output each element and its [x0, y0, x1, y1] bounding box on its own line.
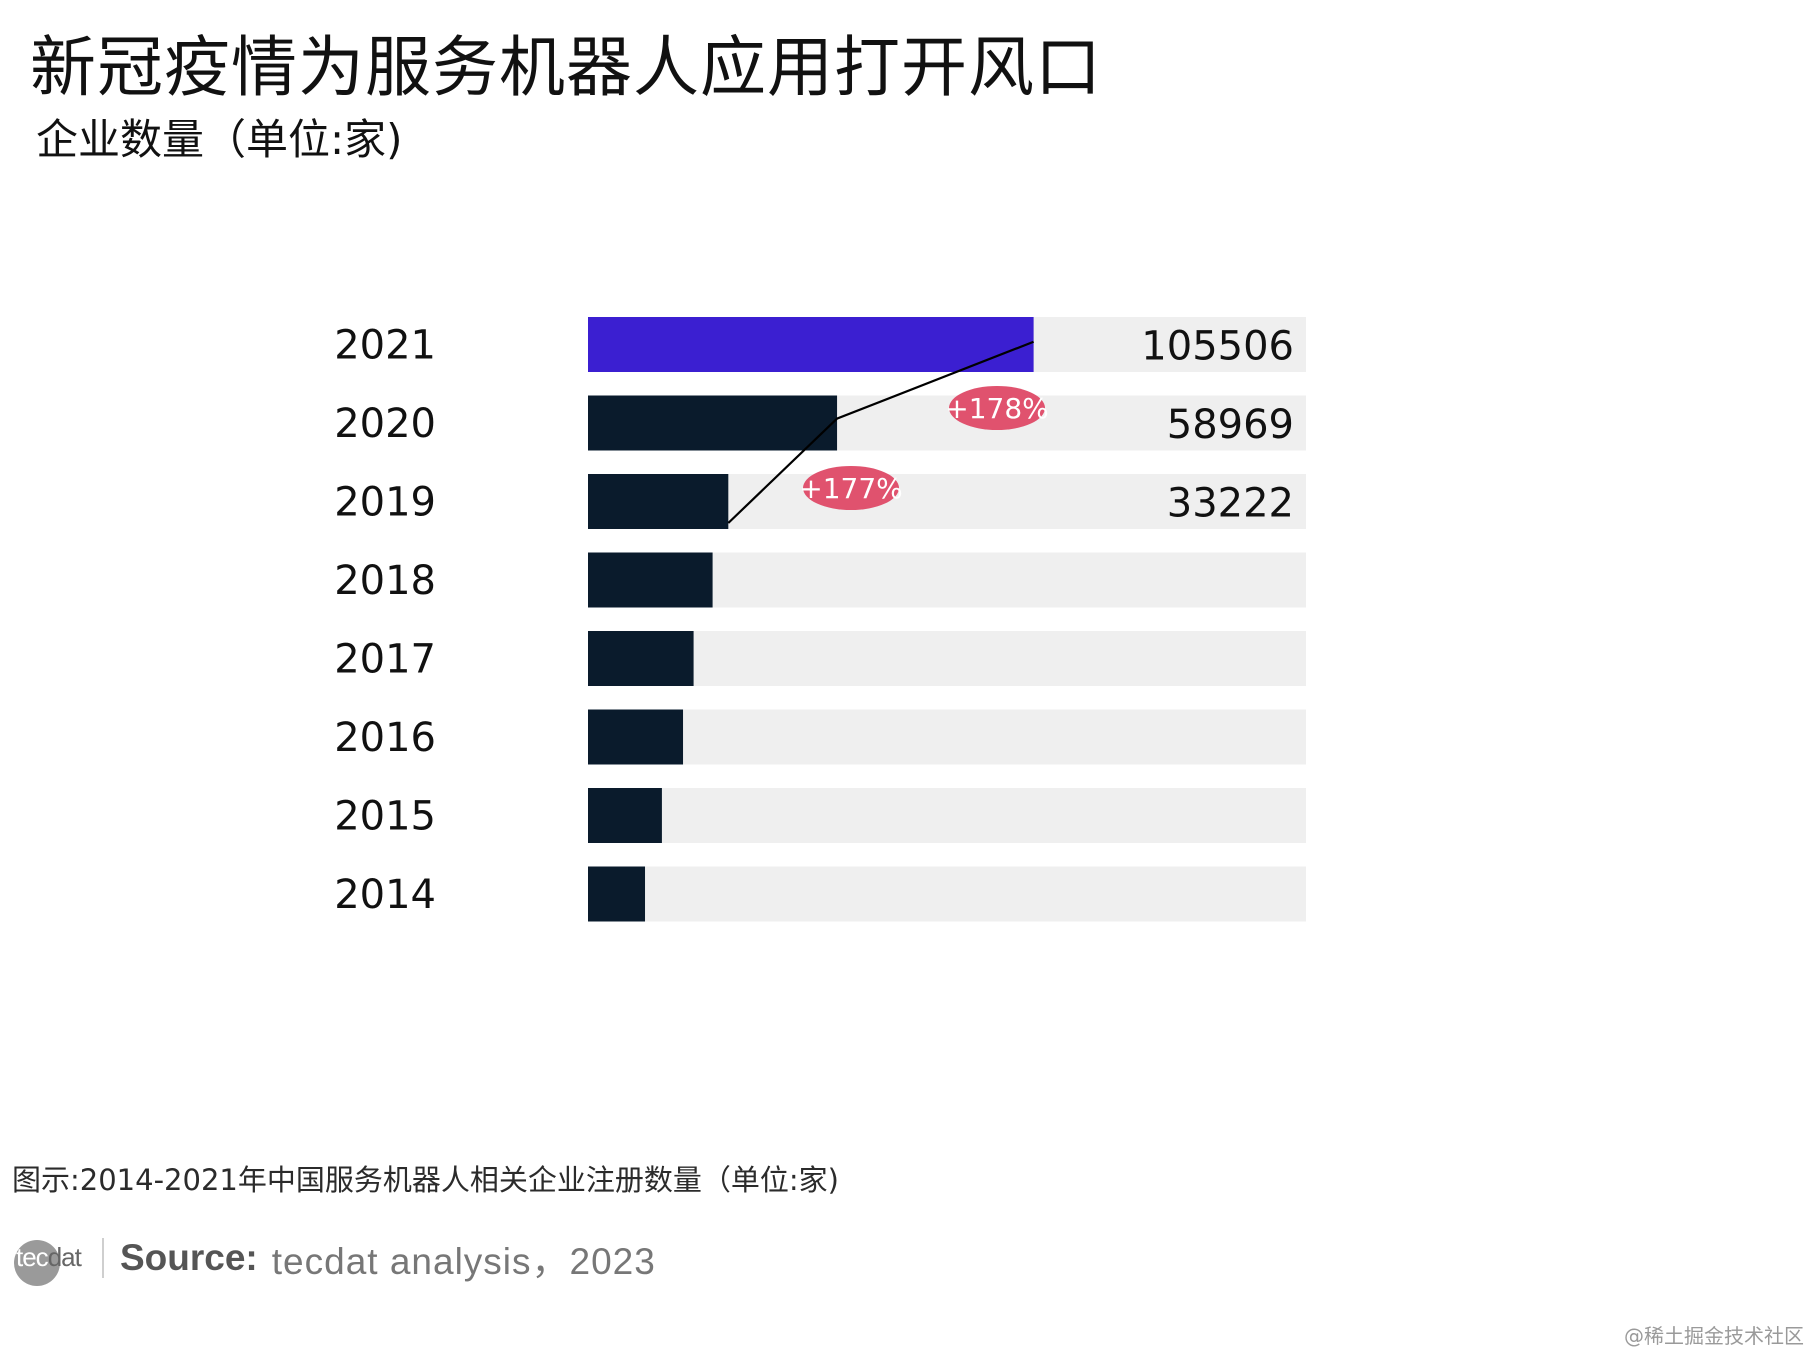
growth-badge-2021 [949, 386, 1045, 430]
category-label-2014: 2014 [334, 872, 436, 918]
bar-2016 [588, 709, 684, 765]
bar-2014 [588, 866, 646, 922]
category-label-2016: 2016 [334, 715, 436, 761]
bar-2020 [588, 395, 838, 451]
tecdat-logo: tecdat [14, 1230, 92, 1286]
bar-track-2017 [588, 631, 1306, 686]
category-label-2020: 2020 [334, 401, 436, 447]
category-label-2021: 2021 [334, 323, 436, 369]
category-label-2018: 2018 [334, 558, 436, 604]
bar-track-2014 [588, 866, 1306, 922]
growth-badge-label-2020: +177% [799, 472, 903, 505]
category-label-2019: 2019 [334, 480, 436, 526]
logo-circle-icon [14, 1240, 60, 1286]
logo-divider [102, 1238, 104, 1278]
bar-2018 [588, 552, 713, 608]
bar-track-2015 [588, 788, 1306, 843]
bar-2021 [588, 317, 1034, 372]
value-label-2019: 33222 [1167, 481, 1294, 527]
growth-connector-line [727, 340, 1035, 524]
growth-badge-label-2021: +178% [945, 392, 1049, 425]
source-text: tecdat analysis，2023 [271, 1241, 656, 1282]
source-label: Source: [120, 1237, 258, 1278]
logo-text-tec: tec [16, 1242, 49, 1272]
bar-2017 [588, 631, 694, 686]
bar-2015 [588, 788, 662, 843]
growth-badge-2020 [803, 466, 899, 510]
category-label-2015: 2015 [334, 794, 436, 840]
chart-subtitle: 企业数量（单位:家) [36, 115, 403, 164]
source-line: tecdat Source: tecdat analysis，2023 [14, 1228, 656, 1288]
category-label-2017: 2017 [334, 637, 436, 683]
value-label-2021: 105506 [1141, 324, 1294, 370]
bar-2019 [588, 474, 729, 529]
chart-title: 新冠疫情为服务机器人应用打开风口 [30, 29, 1102, 106]
watermark: @稀土掘金技术社区 [1624, 1324, 1804, 1348]
logo-text-dat: dat [47, 1242, 82, 1272]
figure-caption: 图示:2014-2021年中国服务机器人相关企业注册数量（单位:家) [12, 1163, 839, 1197]
value-label-2020: 58969 [1167, 402, 1294, 448]
bar-track-2016 [588, 709, 1306, 765]
